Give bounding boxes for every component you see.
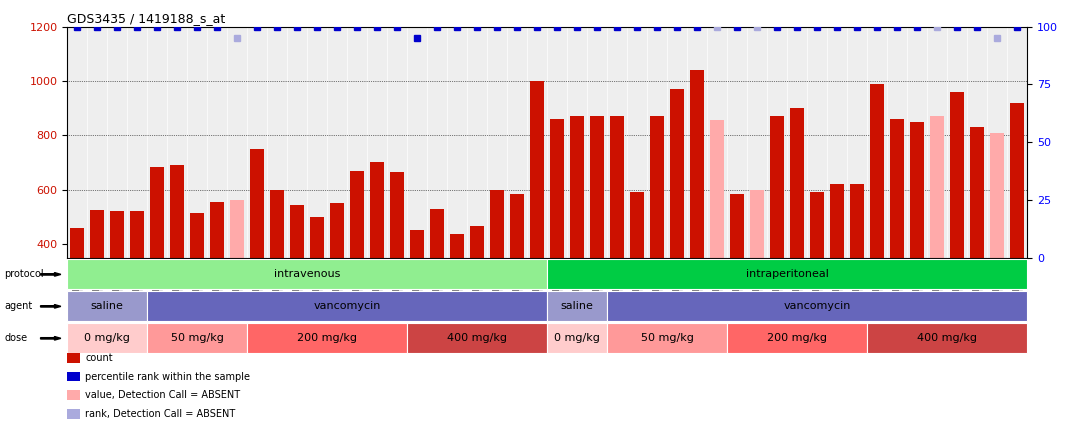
Bar bbox=[531, 81, 545, 353]
Text: rank, Detection Call = ABSENT: rank, Detection Call = ABSENT bbox=[85, 409, 236, 419]
Bar bbox=[511, 194, 524, 353]
Bar bbox=[190, 213, 204, 353]
Bar bbox=[210, 202, 224, 353]
Text: intravenous: intravenous bbox=[274, 270, 341, 279]
Bar bbox=[570, 116, 584, 353]
Text: agent: agent bbox=[4, 301, 32, 311]
Bar bbox=[470, 226, 485, 353]
Text: vancomycin: vancomycin bbox=[784, 301, 851, 311]
Text: 50 mg/kg: 50 mg/kg bbox=[641, 333, 694, 343]
Text: count: count bbox=[85, 353, 113, 363]
Bar bbox=[630, 192, 644, 353]
Bar bbox=[930, 116, 944, 353]
Bar bbox=[710, 120, 724, 353]
Bar bbox=[910, 122, 925, 353]
Text: GDS3435 / 1419188_s_at: GDS3435 / 1419188_s_at bbox=[67, 12, 225, 25]
Bar bbox=[311, 217, 325, 353]
Bar bbox=[610, 116, 625, 353]
Bar bbox=[330, 203, 344, 353]
Text: 400 mg/kg: 400 mg/kg bbox=[447, 333, 507, 343]
Bar bbox=[971, 127, 985, 353]
Bar bbox=[990, 133, 1004, 353]
Bar bbox=[751, 190, 765, 353]
Bar bbox=[690, 70, 705, 353]
Bar bbox=[91, 210, 105, 353]
Text: value, Detection Call = ABSENT: value, Detection Call = ABSENT bbox=[85, 390, 240, 400]
Text: dose: dose bbox=[4, 333, 28, 343]
Text: 0 mg/kg: 0 mg/kg bbox=[84, 333, 130, 343]
Text: vancomycin: vancomycin bbox=[314, 301, 381, 311]
Bar bbox=[550, 119, 564, 353]
Bar bbox=[410, 230, 424, 353]
Bar bbox=[110, 211, 124, 353]
Text: 0 mg/kg: 0 mg/kg bbox=[554, 333, 600, 343]
Bar bbox=[390, 172, 405, 353]
Bar bbox=[350, 170, 364, 353]
Text: protocol: protocol bbox=[4, 270, 44, 279]
Bar bbox=[731, 194, 744, 353]
Bar bbox=[231, 201, 245, 353]
Text: saline: saline bbox=[91, 301, 124, 311]
Bar bbox=[951, 92, 964, 353]
Text: 50 mg/kg: 50 mg/kg bbox=[171, 333, 223, 343]
Bar bbox=[290, 205, 304, 353]
Bar bbox=[811, 192, 824, 353]
Bar bbox=[451, 234, 465, 353]
Text: 200 mg/kg: 200 mg/kg bbox=[768, 333, 828, 343]
Bar bbox=[650, 116, 664, 353]
Bar bbox=[1010, 103, 1024, 353]
Bar bbox=[371, 163, 384, 353]
Bar bbox=[770, 116, 784, 353]
Bar bbox=[850, 184, 864, 353]
Bar bbox=[270, 190, 284, 353]
Bar bbox=[671, 89, 685, 353]
Bar bbox=[151, 166, 164, 353]
Bar bbox=[430, 209, 444, 353]
Bar bbox=[591, 116, 604, 353]
Bar bbox=[130, 211, 144, 353]
Text: 200 mg/kg: 200 mg/kg bbox=[297, 333, 358, 343]
Bar bbox=[831, 184, 845, 353]
Bar bbox=[870, 83, 884, 353]
Bar bbox=[891, 119, 905, 353]
Bar bbox=[70, 228, 84, 353]
Bar bbox=[170, 165, 185, 353]
Text: 400 mg/kg: 400 mg/kg bbox=[917, 333, 977, 343]
Text: percentile rank within the sample: percentile rank within the sample bbox=[85, 372, 250, 381]
Bar bbox=[790, 108, 804, 353]
Text: saline: saline bbox=[561, 301, 594, 311]
Bar bbox=[250, 149, 264, 353]
Text: intraperitoneal: intraperitoneal bbox=[745, 270, 829, 279]
Bar bbox=[490, 190, 504, 353]
